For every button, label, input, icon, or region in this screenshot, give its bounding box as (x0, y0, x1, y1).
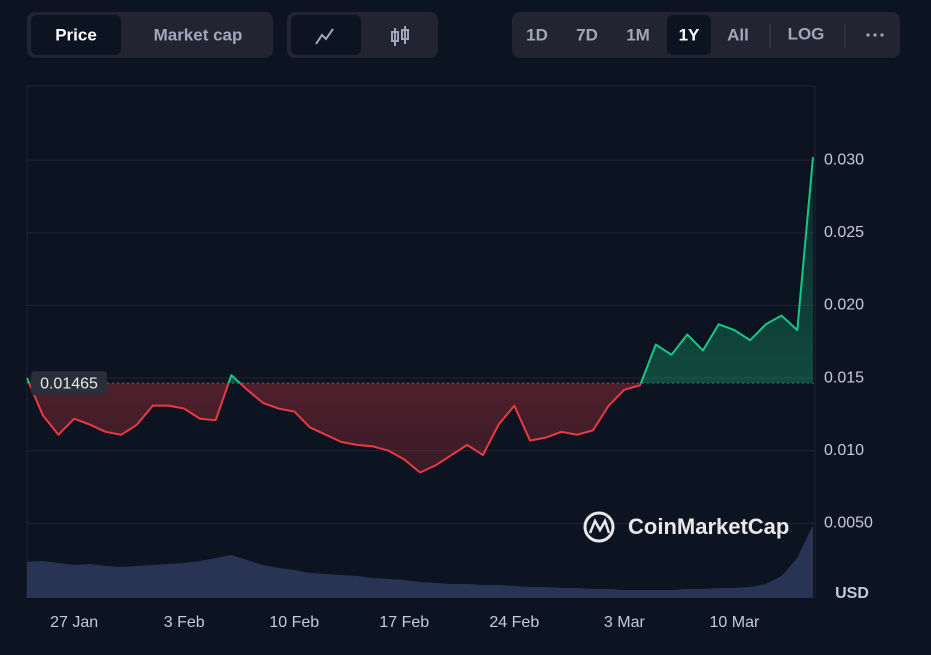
price-line (26, 157, 814, 474)
line-style-button[interactable] (291, 15, 361, 55)
range-button[interactable]: 1Y (679, 25, 700, 44)
x-tick-label: 17 Feb (379, 614, 429, 631)
x-tick-label: 10 Feb (269, 614, 319, 631)
range-button[interactable]: 1M (626, 25, 650, 44)
range-button[interactable]: 1D (526, 25, 548, 44)
volume-area (27, 525, 813, 598)
x-tick-label: 27 Jan (50, 614, 98, 631)
range-button[interactable]: 7D (576, 25, 598, 44)
x-tick-label: 3 Mar (604, 614, 646, 631)
watermark: CoinMarketCap (583, 511, 789, 543)
currency-label: USD (835, 585, 869, 602)
y-tick-label: 0.015 (824, 369, 864, 386)
x-tick-label: 24 Feb (489, 614, 539, 631)
x-tick-label: 10 Mar (710, 614, 760, 631)
y-tick-label: 0.020 (824, 297, 864, 314)
area-fill (27, 157, 813, 473)
candle-style-button[interactable] (391, 26, 409, 46)
more-button[interactable] (866, 33, 884, 37)
y-tick-label: 0.0050 (824, 515, 873, 532)
y-tick-label: 0.030 (824, 151, 864, 168)
watermark-text: CoinMarketCap (628, 514, 789, 539)
range-button[interactable]: All (727, 25, 749, 44)
y-tick-label: 0.025 (824, 224, 864, 241)
active-range (667, 15, 711, 55)
baseline-label: 0.01465 (40, 375, 98, 392)
line-icon (315, 28, 334, 45)
x-tick-label: 3 Feb (164, 614, 205, 631)
price-tab[interactable]: Price (55, 25, 97, 44)
y-tick-label: 0.010 (824, 442, 864, 459)
active-tab (31, 15, 121, 55)
market-cap-tab[interactable]: Market cap (154, 25, 243, 44)
log-button[interactable]: LOG (788, 24, 825, 43)
baseline-label-bg (31, 371, 107, 396)
